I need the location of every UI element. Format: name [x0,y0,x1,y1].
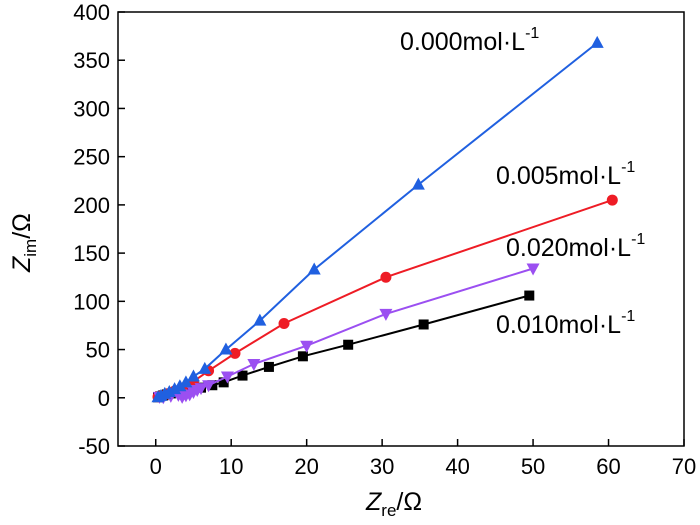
data-point [218,377,229,388]
data-point [606,194,618,206]
series-label-005: 0.005mol·L-1 [496,159,635,190]
data-point [198,361,212,374]
data-point [263,361,274,372]
data-point [278,318,290,330]
y-tick-label: 400 [73,0,110,25]
x-tick-label: 30 [370,454,394,479]
data-point [411,177,425,190]
x-axis-title: Zre/Ω [365,488,422,520]
y-tick-label: 50 [86,338,110,363]
data-point [379,308,393,321]
y-axis-title: Zim/Ω [8,213,40,273]
data-point [229,347,241,359]
series-line [157,199,613,398]
series-3 [151,35,604,403]
x-tick-label: 0 [150,454,162,479]
data-point [380,271,392,283]
data-point [526,263,540,276]
data-point [173,379,187,392]
data-point [297,351,308,362]
data-point [253,313,267,326]
data-point [186,369,200,382]
series-layer [151,35,618,405]
data-point [524,290,535,301]
series-1 [152,194,618,403]
data-point [194,383,208,396]
y-tick-label: 150 [73,241,110,266]
y-tick-label: -50 [78,434,110,459]
data-point [418,319,429,330]
data-point [237,370,248,381]
series-line [159,267,534,399]
data-point [247,359,261,372]
plot-frame [117,11,685,447]
series-label-020: 0.020mol·L-1 [506,231,645,262]
data-point [343,339,354,350]
data-point [300,340,314,353]
x-tick-label: 40 [445,454,469,479]
x-tick-label: 20 [294,454,318,479]
data-point [590,35,604,48]
data-point [219,342,233,355]
y-axis-ticks: -50 0 50 100 150 200 250 300 350 400 [73,0,125,459]
data-point [220,371,234,384]
y-tick-label: 0 [98,386,110,411]
y-tick-label: 100 [73,289,110,314]
data-point [179,375,193,388]
x-axis-ticks: 0 10 20 30 40 50 60 70 [150,439,696,479]
data-point [202,380,216,393]
x-tick-label: 50 [521,454,545,479]
data-point [307,262,321,275]
x-tick-label: 10 [219,454,243,479]
y-tick-label: 250 [73,145,110,170]
series-2 [153,263,540,405]
x-tick-label: 60 [596,454,620,479]
series-label-010: 0.010mol·L-1 [496,308,635,339]
series-line [157,42,598,399]
y-tick-label: 350 [73,48,110,73]
x-tick-label: 70 [672,454,696,479]
y-tick-label: 300 [73,96,110,121]
y-tick-label: 200 [73,193,110,218]
series-label-000: 0.000mol·L-1 [400,25,539,56]
